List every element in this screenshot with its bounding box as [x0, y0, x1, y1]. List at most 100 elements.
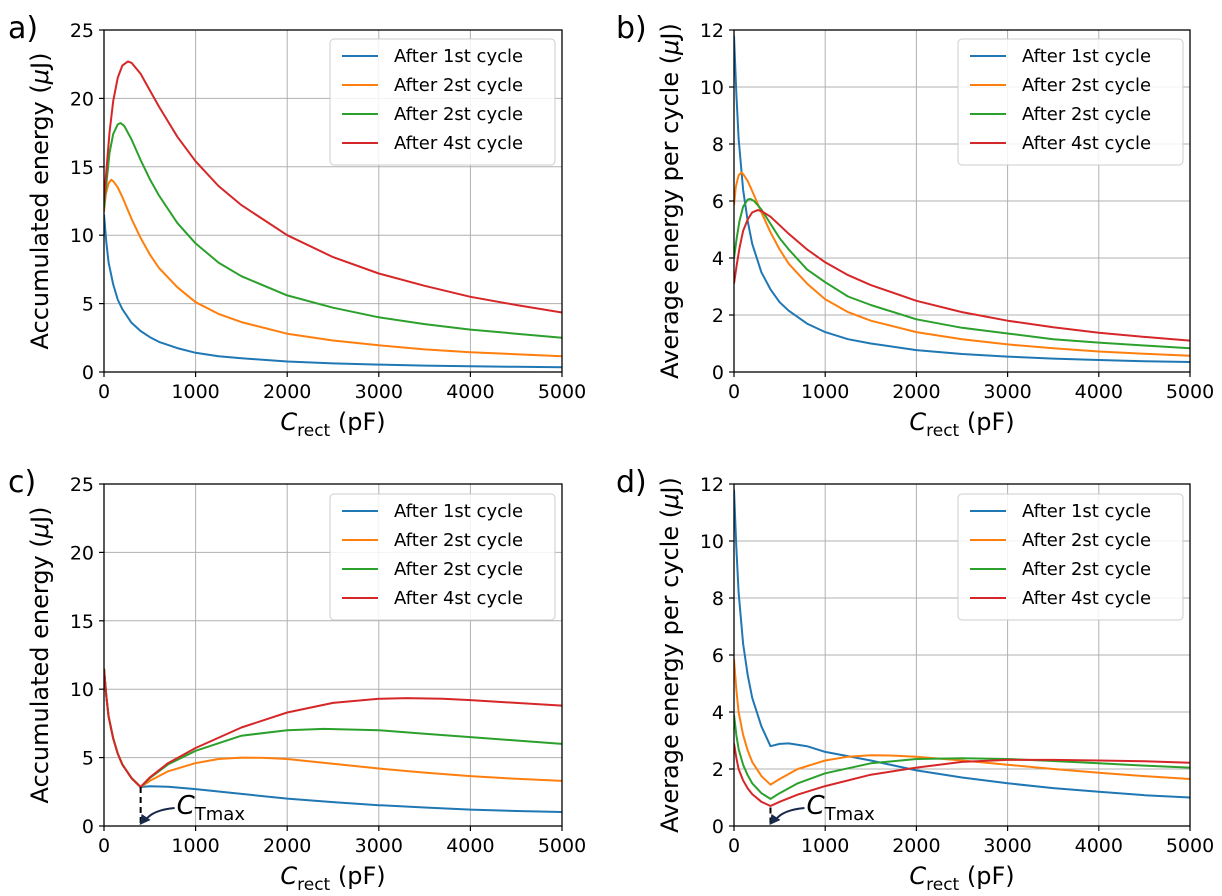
- y-tick-label: 25: [70, 20, 94, 42]
- y-tick-label: 25: [70, 474, 94, 496]
- legend-box: [957, 38, 1184, 166]
- x-tick-label: 5000: [538, 835, 586, 857]
- x-tick-label: 1000: [171, 381, 219, 403]
- legend-label: After 2st cycle: [1022, 530, 1151, 551]
- x-tick-label: 3000: [355, 835, 403, 857]
- series-line-1: [104, 214, 562, 369]
- legend-box: [329, 493, 556, 621]
- x-axis-label: Crect (pF): [280, 408, 385, 441]
- x-tick-label: 3000: [355, 381, 403, 403]
- y-axis-label: Average energy per cycle (μJ): [656, 477, 684, 833]
- series-line-1: [104, 668, 562, 813]
- y-tick-label: 5: [82, 294, 94, 316]
- axes-frame: [103, 483, 563, 827]
- x-tick-label: 0: [728, 835, 740, 857]
- series-line-1: [734, 35, 1190, 363]
- legend-label: After 4st cycle: [394, 588, 523, 609]
- series-line-2: [104, 178, 562, 358]
- y-tick-label: 2: [712, 305, 724, 327]
- series-line-3: [734, 198, 1190, 350]
- legend-label: After 2st cycle: [394, 530, 523, 551]
- tmax-arrow-head: [769, 814, 781, 825]
- y-tick-label: 0: [82, 362, 94, 384]
- y-tick-label: 10: [700, 77, 724, 99]
- legend-label: After 4st cycle: [1022, 588, 1151, 609]
- y-tick-label: 8: [712, 134, 724, 156]
- legend-box: [329, 38, 556, 166]
- y-tick-label: 0: [712, 816, 724, 838]
- x-axis-label: Crect (pF): [909, 408, 1014, 441]
- tmax-arrow-curve: [774, 807, 805, 821]
- series-line-3: [104, 122, 562, 339]
- legend-label: After 1st cycle: [1022, 46, 1151, 67]
- chart-panel-c: CTmax 0 1000 2000 3000 4000 5000 0 5 10 15 20 25 Crec…: [8, 465, 586, 895]
- legend-label: After 2st cycle: [1022, 559, 1151, 580]
- x-axis-label: Crect (pF): [909, 862, 1014, 895]
- series-line-4: [104, 668, 562, 788]
- legend: After 1st cycle After 2st cycle After 2st …: [957, 493, 1184, 621]
- legend-box: [957, 493, 1184, 621]
- chart-panel-b: 0 1000 2000 3000 4000 5000 0 2 4 6 8 10 12 Crect (pF)…: [616, 11, 1214, 441]
- tmax-arrow-curve: [144, 807, 175, 821]
- y-tick-label: 4: [712, 702, 724, 724]
- tmax-arrow-head: [139, 814, 151, 825]
- series-line-1: [734, 489, 1190, 799]
- y-tick-label: 2: [712, 759, 724, 781]
- series-line-2: [734, 171, 1190, 357]
- x-tick-label: 0: [98, 835, 110, 857]
- x-tick-label: 2000: [892, 835, 940, 857]
- legend-label: After 2st cycle: [394, 559, 523, 580]
- y-tick-label: 15: [70, 611, 94, 633]
- series-line-3: [734, 714, 1190, 800]
- x-tick-label: 5000: [1166, 835, 1214, 857]
- panel-label: d): [616, 465, 647, 500]
- x-tick-label: 5000: [538, 381, 586, 403]
- x-tick-label: 4000: [446, 835, 494, 857]
- legend-label: After 1st cycle: [394, 501, 523, 522]
- y-tick-label: 6: [712, 645, 724, 667]
- y-tick-label: 8: [712, 588, 724, 610]
- y-tick-label: 0: [82, 816, 94, 838]
- legend-label: After 1st cycle: [1022, 501, 1151, 522]
- legend-label: After 2st cycle: [1022, 75, 1151, 96]
- x-tick-label: 4000: [446, 381, 494, 403]
- y-tick-label: 6: [712, 191, 724, 213]
- y-tick-label: 12: [700, 20, 724, 42]
- y-tick-label: 10: [700, 531, 724, 553]
- x-tick-label: 4000: [1075, 835, 1123, 857]
- panel-label: a): [8, 11, 38, 46]
- series-line-2: [104, 668, 562, 788]
- y-axis-label: Accumulated energy (μJ): [26, 507, 54, 804]
- series-line-4: [104, 60, 562, 314]
- y-tick-label: 10: [70, 225, 94, 247]
- legend-label: After 2st cycle: [394, 75, 523, 96]
- legend-label: After 2st cycle: [394, 104, 523, 125]
- y-tick-label: 4: [712, 248, 724, 270]
- x-tick-label: 0: [98, 381, 110, 403]
- series-line-4: [734, 209, 1190, 342]
- panel-label: c): [8, 465, 36, 500]
- x-tick-label: 2000: [263, 835, 311, 857]
- x-tick-label: 1000: [801, 835, 849, 857]
- y-tick-label: 20: [70, 542, 94, 564]
- legend-label: After 2st cycle: [1022, 104, 1151, 125]
- y-tick-label: 0: [712, 362, 724, 384]
- chart-panel-a: 0 1000 2000 3000 4000 5000 0 5 10 15 20 25 Crect (pF…: [8, 11, 586, 441]
- x-tick-label: 4000: [1075, 381, 1123, 403]
- series-line-4: [734, 743, 1190, 807]
- y-tick-label: 20: [70, 88, 94, 110]
- series-line-2: [734, 659, 1190, 786]
- y-axis-label: Accumulated energy (μJ): [26, 53, 54, 350]
- y-tick-label: 5: [82, 748, 94, 770]
- tmax-annotation: CTmax: [806, 791, 875, 825]
- x-tick-label: 1000: [801, 381, 849, 403]
- legend-label: After 1st cycle: [394, 46, 523, 67]
- x-tick-label: 2000: [263, 381, 311, 403]
- legend: After 1st cycle After 2st cycle After 2st …: [329, 38, 556, 166]
- legend: After 1st cycle After 2st cycle After 2st …: [957, 38, 1184, 166]
- x-axis-label: Crect (pF): [280, 862, 385, 895]
- x-tick-label: 1000: [171, 835, 219, 857]
- legend-label: After 4st cycle: [394, 133, 523, 154]
- y-tick-label: 10: [70, 679, 94, 701]
